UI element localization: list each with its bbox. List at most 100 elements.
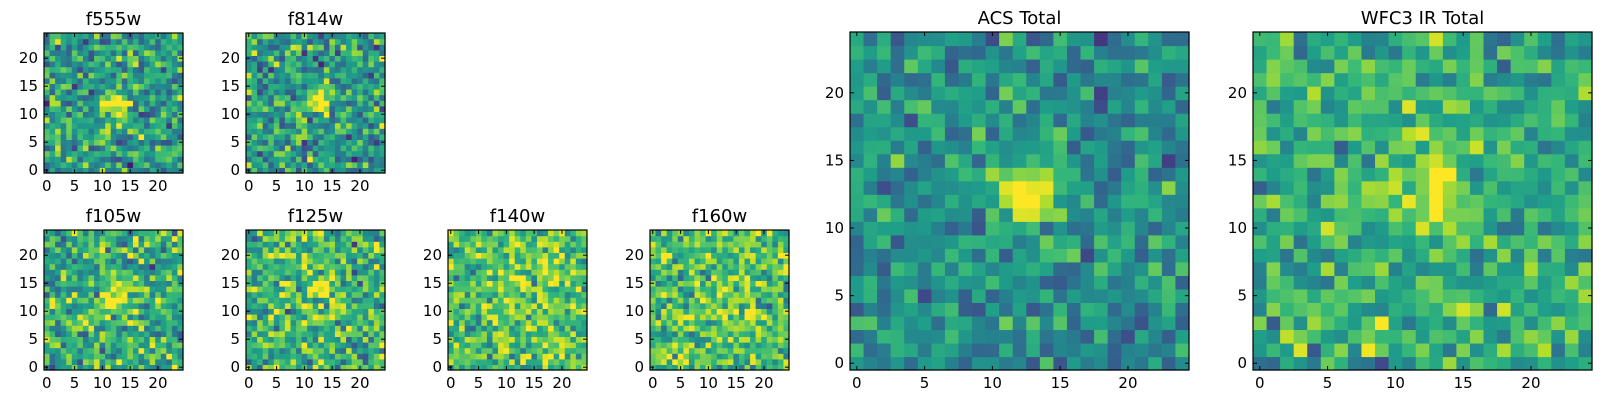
- heatmap-cell: [127, 61, 134, 68]
- heatmap-cell: [1134, 194, 1149, 209]
- heatmap-cell: [307, 72, 314, 79]
- heatmap-cell: [334, 280, 342, 287]
- heatmap-cell: [257, 89, 264, 96]
- heatmap-cell: [55, 291, 62, 298]
- heatmap-cell: [166, 230, 173, 237]
- heatmap-cell: [459, 347, 466, 354]
- heatmap-cell: [1483, 221, 1498, 236]
- heatmap-cell: [82, 83, 90, 90]
- heatmap-cell: [318, 77, 325, 84]
- heatmap-cell: [738, 263, 746, 270]
- heatmap-cell: [166, 314, 173, 321]
- heatmap-cell: [531, 291, 538, 298]
- heatmap-cell: [121, 33, 128, 40]
- heatmap-cell: [777, 297, 785, 304]
- heatmap-cell: [722, 353, 729, 360]
- heatmap-cell: [850, 153, 865, 168]
- y-tick-label: 20: [423, 246, 442, 264]
- heatmap-cell: [459, 319, 466, 326]
- heatmap-cell: [149, 263, 156, 270]
- heatmap-cell: [972, 275, 987, 290]
- heatmap-cell: [166, 111, 173, 118]
- heatmap-cell: [82, 353, 90, 360]
- heatmap-cell: [1497, 356, 1512, 371]
- heatmap-cell: [284, 314, 292, 321]
- heatmap-cell: [340, 235, 347, 242]
- heatmap-cell: [553, 319, 560, 326]
- heatmap-cell: [1175, 221, 1190, 236]
- heatmap-cell: [171, 364, 179, 371]
- heatmap-cell: [958, 342, 973, 358]
- heatmap-cell: [121, 246, 128, 253]
- heatmap-cell: [116, 297, 123, 304]
- heatmap-cell: [82, 49, 90, 56]
- heatmap-cell: [77, 145, 84, 152]
- heatmap-cell: [1012, 234, 1027, 249]
- heatmap-cell: [1320, 234, 1335, 249]
- heatmap-cell: [750, 263, 757, 270]
- heatmap-cell: [105, 230, 112, 237]
- heatmap-cell: [931, 86, 946, 101]
- heatmap-cell: [503, 347, 510, 354]
- heatmap-cell: [334, 342, 342, 349]
- heatmap-cell: [1266, 342, 1281, 358]
- heatmap-cell: [877, 194, 892, 209]
- heatmap-cell: [60, 128, 67, 135]
- heatmap-cell: [1107, 32, 1122, 47]
- heatmap-cell: [71, 156, 78, 163]
- heatmap-cell: [766, 286, 773, 293]
- heatmap-cell: [290, 263, 297, 270]
- heatmap-cell: [373, 94, 381, 101]
- heatmap-cell: [958, 167, 973, 182]
- heatmap-cell: [71, 145, 78, 152]
- heatmap-cell: [379, 353, 386, 360]
- heatmap-cell: [498, 353, 505, 360]
- heatmap-cell: [60, 291, 67, 298]
- heatmap-cell: [863, 99, 878, 114]
- heatmap-cell: [542, 230, 549, 237]
- heatmap-cell: [733, 325, 740, 332]
- heatmap-cell: [575, 308, 583, 315]
- heatmap-cell: [453, 246, 460, 253]
- heatmap-cell: [94, 364, 101, 371]
- heatmap-cell: [268, 38, 275, 45]
- heatmap-cell: [498, 252, 505, 259]
- heatmap-cell: [683, 358, 690, 365]
- heatmap-cell: [379, 33, 386, 40]
- heatmap-cell: [155, 336, 162, 343]
- heatmap-cell: [144, 274, 151, 281]
- heatmap-cell: [470, 252, 477, 259]
- heatmap-cell: [132, 336, 140, 343]
- heatmap-cell: [121, 325, 128, 332]
- heatmap-cell: [498, 358, 505, 365]
- heatmap-cell: [999, 180, 1014, 195]
- heatmap-cell: [246, 156, 253, 163]
- heatmap-cell: [284, 44, 292, 51]
- heatmap-cell: [273, 89, 280, 96]
- heatmap-cell: [155, 314, 162, 321]
- heatmap-cell: [564, 274, 571, 281]
- heatmap-cell: [722, 297, 729, 304]
- heatmap-cell: [144, 342, 151, 349]
- heatmap-cell: [548, 274, 555, 281]
- heatmap-cell: [307, 117, 314, 124]
- heatmap-cell: [88, 111, 95, 118]
- heatmap-cell: [1483, 275, 1498, 290]
- heatmap-cell: [82, 61, 90, 68]
- heatmap-cell: [116, 336, 123, 343]
- heatmap-cell: [307, 358, 314, 365]
- heatmap-cell: [312, 325, 319, 332]
- heatmap-cell: [44, 325, 51, 332]
- heatmap-cell: [155, 252, 162, 259]
- heatmap-cell: [346, 128, 353, 135]
- heatmap-cell: [1388, 315, 1403, 331]
- heatmap-cell: [121, 353, 128, 360]
- heatmap-cell: [60, 83, 67, 90]
- heatmap-cell: [761, 274, 768, 281]
- heatmap-cell: [105, 49, 112, 56]
- heatmap-cell: [750, 235, 757, 242]
- heatmap-cell: [1497, 194, 1512, 209]
- heatmap-cell: [688, 246, 696, 253]
- heatmap-cell: [744, 330, 751, 337]
- heatmap-cell: [1253, 180, 1268, 195]
